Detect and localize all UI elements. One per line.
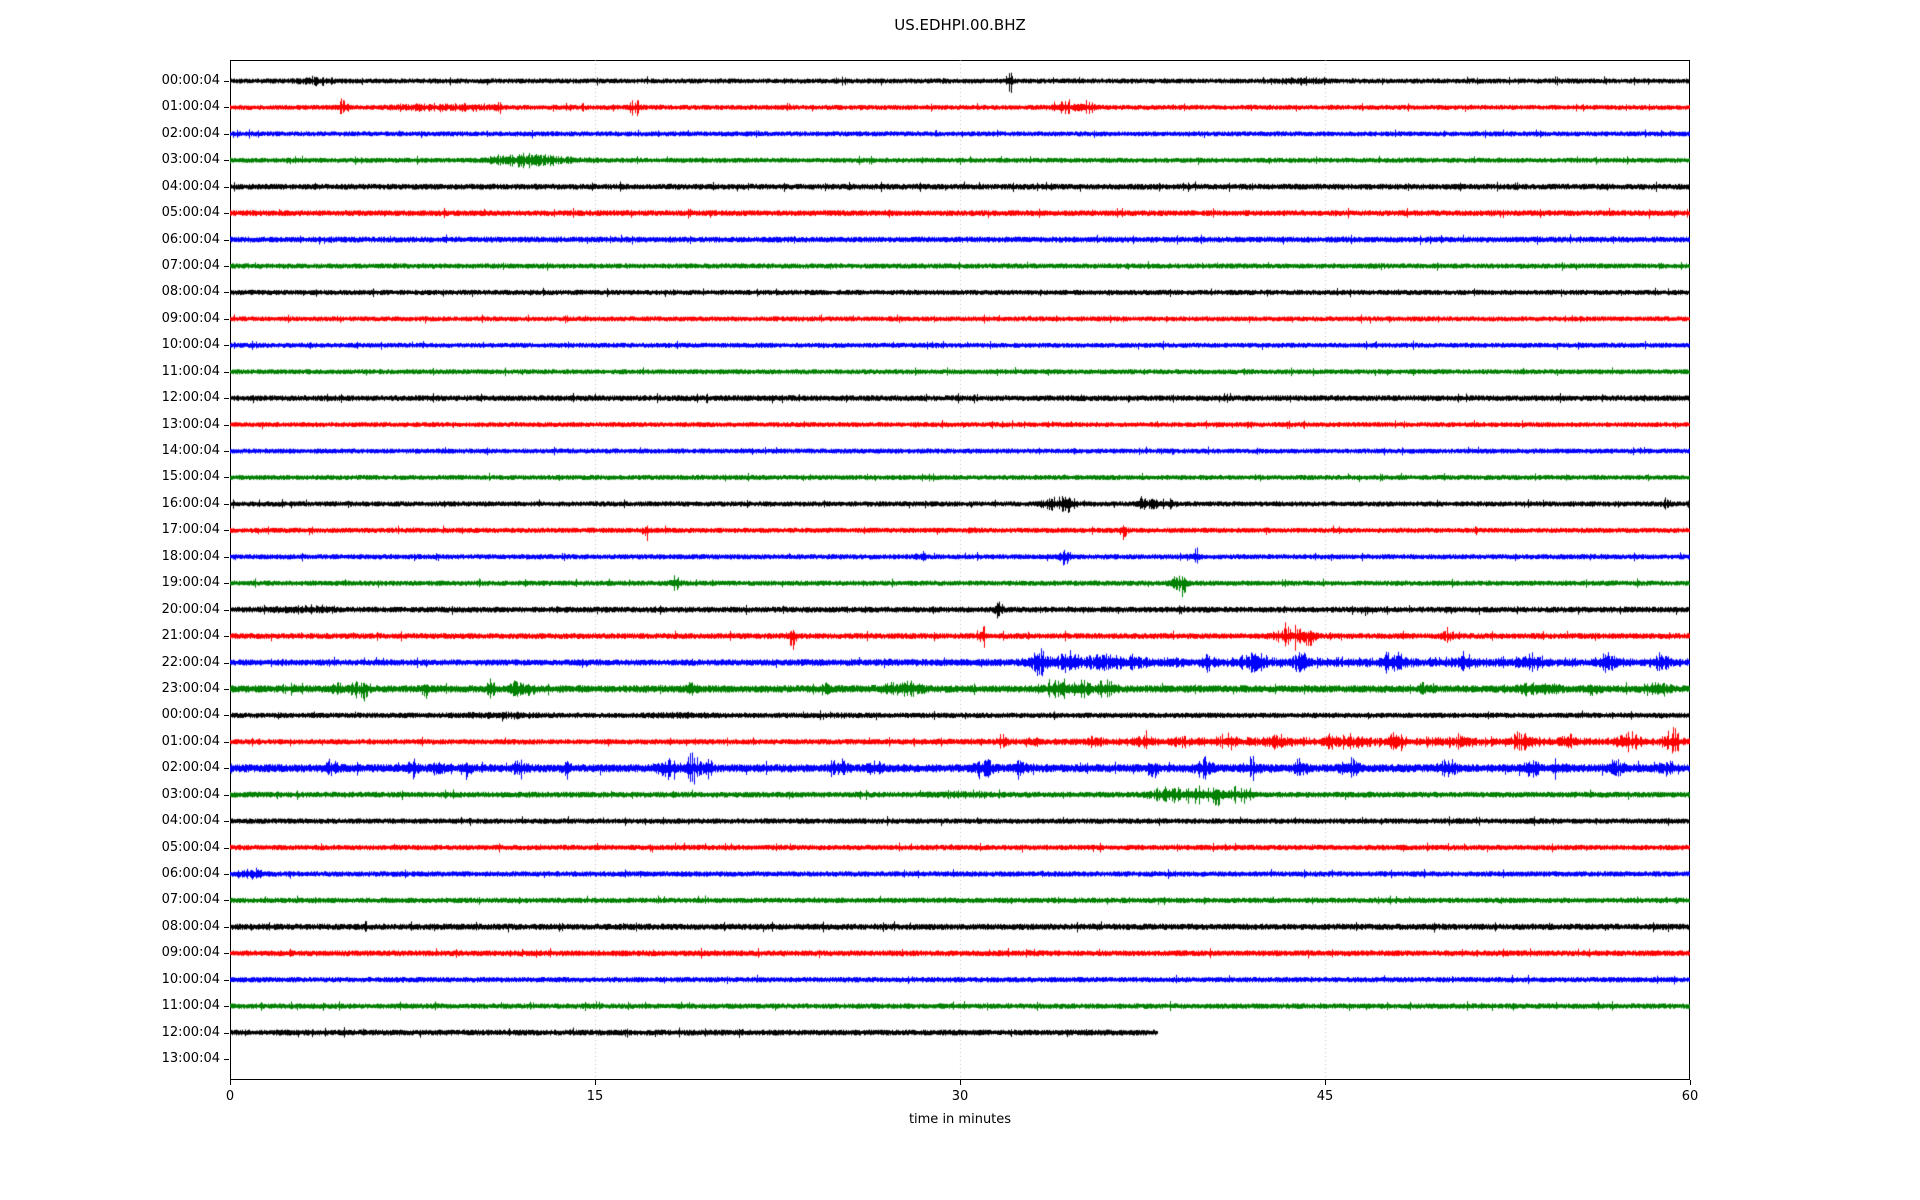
y-tick-mark — [224, 345, 229, 347]
y-tick-label: 16:00:04 — [161, 495, 220, 511]
y-tick-label: 02:00:04 — [161, 125, 220, 141]
y-tick-label: 13:00:04 — [161, 1051, 220, 1066]
y-tick-mark — [224, 81, 229, 82]
x-tick-label: 15 — [586, 1089, 604, 1104]
y-tick-label: 12:00:04 — [161, 1024, 220, 1040]
y-tick-mark — [224, 371, 229, 373]
y-tick-mark — [224, 424, 229, 426]
y-tick-label: 14:00:04 — [161, 443, 220, 459]
y-tick-label: 10:00:04 — [161, 971, 220, 987]
y-tick-mark — [224, 979, 229, 981]
y-tick-mark — [224, 477, 229, 479]
y-tick-mark — [224, 398, 229, 400]
plot-title: US.EDHPI.00.BHZ — [894, 16, 1026, 34]
y-tick-label: 19:00:04 — [161, 575, 220, 591]
y-tick-mark — [224, 292, 229, 294]
y-tick-mark — [224, 873, 229, 875]
y-tick-label: 01:00:04 — [161, 733, 220, 749]
y-tick-label: 18:00:04 — [161, 548, 220, 564]
y-tick-label: 03:00:04 — [161, 786, 220, 802]
y-tick-label: 13:00:04 — [161, 416, 220, 432]
x-axis-title: time in minutes — [908, 1112, 1012, 1127]
y-tick-mark — [224, 741, 229, 743]
y-tick-label: 20:00:04 — [161, 601, 220, 617]
y-tick-label: 08:00:04 — [161, 918, 220, 934]
y-tick-label: 12:00:04 — [161, 390, 220, 406]
y-tick-label: 01:00:04 — [161, 99, 220, 115]
helicorder-canvas — [230, 60, 1690, 1080]
y-tick-label: 06:00:04 — [161, 865, 220, 881]
y-tick-label: 05:00:04 — [161, 205, 220, 221]
y-tick-mark — [224, 1059, 229, 1060]
y-tick-mark — [224, 266, 229, 268]
y-tick-label: 09:00:04 — [161, 310, 220, 326]
y-tick-label: 09:00:04 — [161, 945, 220, 961]
y-tick-label: 05:00:04 — [161, 839, 220, 855]
y-tick-mark — [224, 847, 229, 849]
y-tick-label: 00:00:04 — [161, 73, 220, 88]
y-tick-label: 04:00:04 — [161, 178, 220, 194]
x-tick-mark — [230, 1080, 231, 1085]
y-tick-mark — [224, 583, 229, 585]
x-tick-label: 45 — [1316, 1089, 1334, 1104]
y-tick-label: 07:00:04 — [161, 258, 220, 274]
x-tick-mark — [960, 1080, 961, 1085]
y-tick-mark — [224, 133, 229, 135]
y-tick-label: 11:00:04 — [161, 998, 220, 1014]
y-tick-label: 22:00:04 — [161, 654, 220, 670]
y-tick-mark — [224, 107, 229, 109]
y-tick-mark — [224, 794, 229, 796]
y-tick-label: 06:00:04 — [161, 231, 220, 247]
x-tick-mark — [595, 1080, 596, 1085]
y-tick-label: 10:00:04 — [161, 337, 220, 353]
y-tick-mark — [224, 556, 229, 558]
y-tick-mark — [224, 715, 229, 717]
y-tick-mark — [224, 503, 229, 505]
y-tick-mark — [224, 768, 229, 770]
y-tick-label: 23:00:04 — [161, 680, 220, 696]
y-tick-mark — [224, 213, 229, 215]
y-tick-mark — [224, 1006, 229, 1008]
y-tick-mark — [224, 318, 229, 320]
y-tick-label: 17:00:04 — [161, 522, 220, 538]
x-tick-label: 0 — [225, 1089, 235, 1104]
y-tick-mark — [224, 688, 229, 690]
x-tick-mark — [1325, 1080, 1326, 1085]
x-tick-mark — [1690, 1080, 1691, 1085]
y-tick-label: 03:00:04 — [161, 152, 220, 168]
y-tick-mark — [224, 821, 229, 823]
y-tick-mark — [224, 953, 229, 955]
y-tick-label: 07:00:04 — [161, 892, 220, 908]
y-tick-label: 11:00:04 — [161, 363, 220, 379]
y-tick-mark — [224, 186, 229, 188]
y-tick-label: 21:00:04 — [161, 628, 220, 644]
y-tick-mark — [224, 636, 229, 638]
y-tick-mark — [224, 609, 229, 611]
y-tick-label: 00:00:04 — [161, 707, 220, 723]
x-tick-label: 60 — [1681, 1089, 1699, 1104]
y-tick-mark — [224, 926, 229, 928]
y-tick-mark — [224, 239, 229, 241]
y-tick-label: 04:00:04 — [161, 813, 220, 829]
y-tick-mark — [224, 160, 229, 162]
y-tick-mark — [224, 900, 229, 902]
y-tick-mark — [224, 1032, 229, 1034]
y-tick-label: 08:00:04 — [161, 284, 220, 300]
y-tick-label: 02:00:04 — [161, 760, 220, 776]
y-tick-mark — [224, 662, 229, 664]
y-tick-mark — [224, 530, 229, 532]
y-tick-label: 15:00:04 — [161, 469, 220, 485]
y-tick-mark — [224, 451, 229, 453]
x-tick-label: 30 — [951, 1089, 969, 1104]
